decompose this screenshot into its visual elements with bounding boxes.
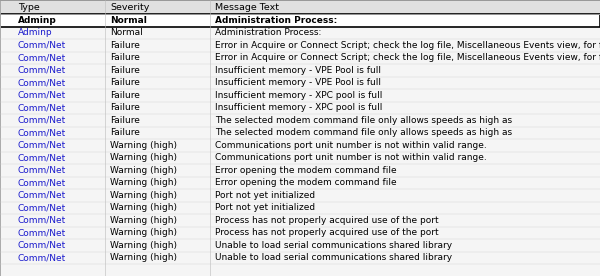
Text: Failure: Failure xyxy=(110,91,140,100)
Text: Comm/Net: Comm/Net xyxy=(18,178,66,187)
Text: Warning (high): Warning (high) xyxy=(110,216,177,225)
Text: Comm/Net: Comm/Net xyxy=(18,91,66,100)
Text: Adminp: Adminp xyxy=(18,16,57,25)
Text: Warning (high): Warning (high) xyxy=(110,153,177,162)
Text: Process has not properly acquired use of the port: Process has not properly acquired use of… xyxy=(215,216,439,225)
Text: Comm/Net: Comm/Net xyxy=(18,253,66,262)
Text: Failure: Failure xyxy=(110,116,140,125)
Text: Comm/Net: Comm/Net xyxy=(18,128,66,137)
Text: Warning (high): Warning (high) xyxy=(110,241,177,250)
Text: Insufficient memory - XPC pool is full: Insufficient memory - XPC pool is full xyxy=(215,103,382,112)
Text: Error opening the modem command file: Error opening the modem command file xyxy=(215,178,397,187)
Text: Failure: Failure xyxy=(110,66,140,75)
Text: Communications port unit number is not within valid range.: Communications port unit number is not w… xyxy=(215,141,487,150)
Text: Comm/Net: Comm/Net xyxy=(18,141,66,150)
Text: Comm/Net: Comm/Net xyxy=(18,228,66,237)
Text: Insufficient memory - XPC pool is full: Insufficient memory - XPC pool is full xyxy=(215,91,382,100)
Text: Comm/Net: Comm/Net xyxy=(18,241,66,250)
Text: Failure: Failure xyxy=(110,41,140,50)
Text: Comm/Net: Comm/Net xyxy=(18,166,66,175)
Text: Port not yet initialized: Port not yet initialized xyxy=(215,191,315,200)
Text: Unable to load serial communications shared library: Unable to load serial communications sha… xyxy=(215,241,452,250)
Text: Warning (high): Warning (high) xyxy=(110,228,177,237)
Text: Comm/Net: Comm/Net xyxy=(18,53,66,62)
Text: Administration Process:: Administration Process: xyxy=(215,16,337,25)
Text: Comm/Net: Comm/Net xyxy=(18,66,66,75)
Text: Type: Type xyxy=(18,2,40,12)
Text: Comm/Net: Comm/Net xyxy=(18,103,66,112)
Text: Comm/Net: Comm/Net xyxy=(18,116,66,125)
Text: Insufficient memory - VPE Pool is full: Insufficient memory - VPE Pool is full xyxy=(215,78,381,87)
Text: Error opening the modem command file: Error opening the modem command file xyxy=(215,166,397,175)
Text: Failure: Failure xyxy=(110,103,140,112)
Text: Comm/Net: Comm/Net xyxy=(18,203,66,212)
Text: Administration Process:: Administration Process: xyxy=(215,28,322,37)
Text: Comm/Net: Comm/Net xyxy=(18,78,66,87)
Text: Unable to load serial communications shared library: Unable to load serial communications sha… xyxy=(215,253,452,262)
Text: Comm/Net: Comm/Net xyxy=(18,191,66,200)
Text: Comm/Net: Comm/Net xyxy=(18,216,66,225)
Text: Warning (high): Warning (high) xyxy=(110,253,177,262)
Text: Error in Acquire or Connect Script; check the log file, Miscellaneous Events vie: Error in Acquire or Connect Script; chec… xyxy=(215,53,600,62)
Text: Comm/Net: Comm/Net xyxy=(18,41,66,50)
Text: Warning (high): Warning (high) xyxy=(110,178,177,187)
Text: Severity: Severity xyxy=(110,2,149,12)
Text: Warning (high): Warning (high) xyxy=(110,166,177,175)
Text: Failure: Failure xyxy=(110,128,140,137)
Text: Failure: Failure xyxy=(110,78,140,87)
Text: Message Text: Message Text xyxy=(215,2,279,12)
Text: Insufficient memory - VPE Pool is full: Insufficient memory - VPE Pool is full xyxy=(215,66,381,75)
Text: Warning (high): Warning (high) xyxy=(110,191,177,200)
Text: Warning (high): Warning (high) xyxy=(110,203,177,212)
Text: Communications port unit number is not within valid range.: Communications port unit number is not w… xyxy=(215,153,487,162)
Text: The selected modem command file only allows speeds as high as: The selected modem command file only all… xyxy=(215,116,512,125)
Text: Failure: Failure xyxy=(110,53,140,62)
Text: Warning (high): Warning (high) xyxy=(110,141,177,150)
Text: The selected modem command file only allows speeds as high as: The selected modem command file only all… xyxy=(215,128,512,137)
Bar xyxy=(0,0,600,14)
Text: Comm/Net: Comm/Net xyxy=(18,153,66,162)
Text: Port not yet initialized: Port not yet initialized xyxy=(215,203,315,212)
Text: Error in Acquire or Connect Script; check the log file, Miscellaneous Events vie: Error in Acquire or Connect Script; chec… xyxy=(215,41,600,50)
Text: Normal: Normal xyxy=(110,16,147,25)
Text: Process has not properly acquired use of the port: Process has not properly acquired use of… xyxy=(215,228,439,237)
Bar xyxy=(0,14,600,26)
Text: Normal: Normal xyxy=(110,28,143,37)
Text: Adminp: Adminp xyxy=(18,28,53,37)
